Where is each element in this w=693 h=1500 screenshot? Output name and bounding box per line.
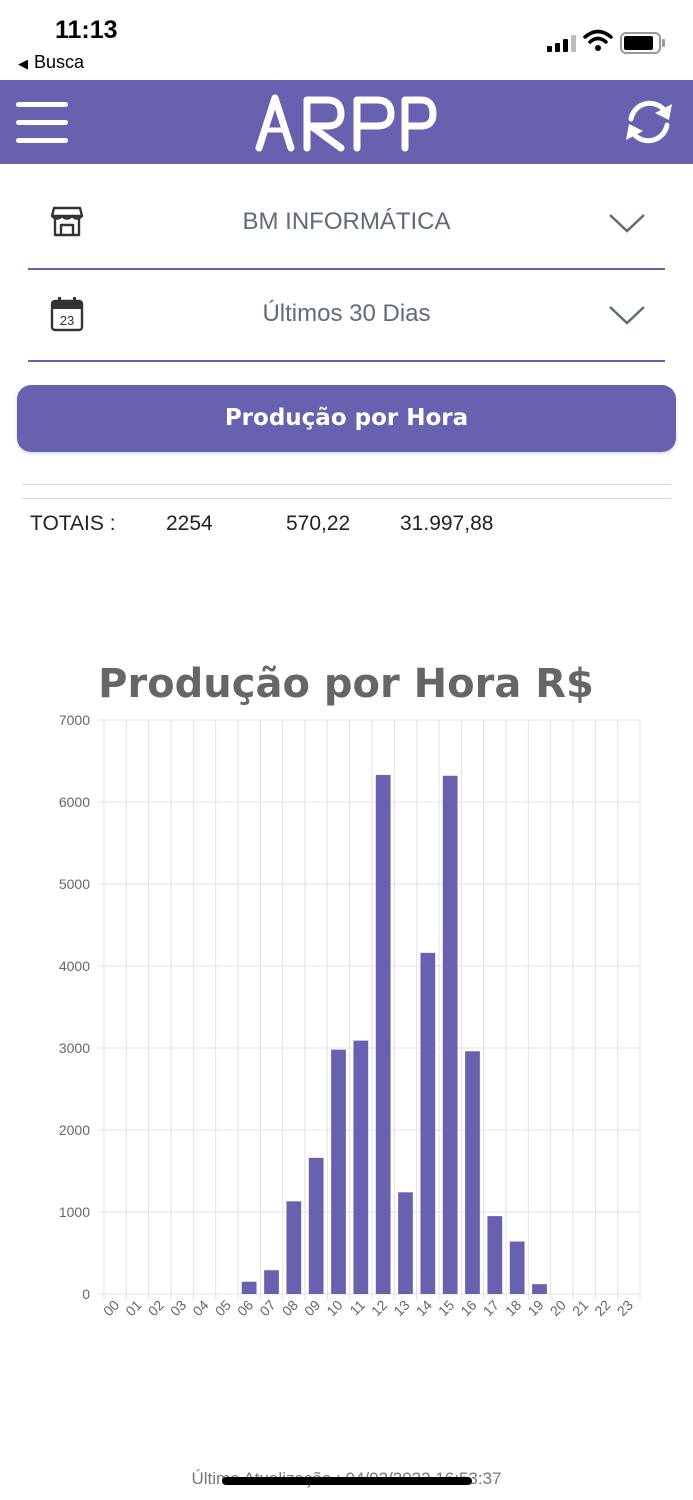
x-tick-label: 17	[480, 1297, 502, 1319]
app-header	[0, 80, 693, 164]
x-tick-label: 04	[189, 1297, 211, 1319]
back-label: Busca	[34, 52, 85, 72]
arpp-logo	[255, 94, 437, 152]
x-tick-label: 18	[502, 1297, 524, 1319]
bar	[353, 1040, 369, 1294]
y-tick-label: 5000	[59, 876, 90, 892]
totals-label: TOTAIS :	[30, 512, 116, 535]
store-select-value: BM INFORMÁTICA	[242, 208, 451, 235]
x-tick-label: 08	[279, 1297, 301, 1319]
y-tick-label: 2000	[59, 1122, 90, 1138]
x-tick-label: 16	[457, 1297, 479, 1319]
x-tick-label: 13	[390, 1297, 412, 1319]
bar	[375, 774, 391, 1294]
status-bar: 11:13 ◀ Busca	[0, 0, 693, 80]
x-tick-label: 10	[323, 1297, 345, 1319]
x-tick-label: 02	[145, 1297, 167, 1319]
x-tick-label: 07	[256, 1297, 278, 1319]
store-select[interactable]: BM INFORMÁTICA	[28, 176, 665, 270]
x-tick-label: 23	[614, 1297, 636, 1319]
x-tick-label: 19	[524, 1297, 546, 1319]
y-tick-label: 4000	[59, 958, 90, 974]
x-tick-label: 21	[569, 1297, 591, 1319]
refresh-icon[interactable]	[620, 96, 678, 148]
calendar-icon: 23	[50, 297, 84, 332]
home-indicator	[222, 1477, 472, 1485]
period-select[interactable]: 23 Últimos 30 Dias	[28, 268, 665, 362]
production-by-hour-button[interactable]: Produção por Hora	[17, 385, 676, 452]
back-link[interactable]: ◀ Busca	[18, 52, 84, 73]
calendar-icon-day: 23	[60, 313, 74, 328]
bar	[442, 775, 458, 1294]
bar	[532, 1284, 547, 1294]
x-tick-label: 01	[122, 1297, 144, 1319]
bar	[286, 1201, 302, 1294]
x-tick-label: 22	[591, 1297, 613, 1319]
totals-value: 570,22	[286, 512, 351, 535]
divider	[22, 484, 671, 485]
y-tick-label: 7000	[59, 712, 90, 728]
x-tick-label: 05	[212, 1297, 234, 1319]
store-icon	[50, 206, 84, 237]
divider	[22, 498, 671, 499]
bar-chart: Produção por Hora R$01000200030004000500…	[59, 661, 641, 1319]
bar	[308, 1157, 324, 1294]
signal-icon	[547, 34, 576, 52]
x-tick-label: 03	[167, 1297, 189, 1319]
bar	[331, 1049, 346, 1294]
x-tick-label: 12	[368, 1297, 390, 1319]
menu-icon[interactable]	[16, 102, 68, 144]
totals-quantity: 2254	[166, 512, 213, 535]
bar	[398, 1192, 413, 1294]
y-tick-label: 6000	[59, 794, 90, 810]
y-tick-label: 0	[82, 1286, 90, 1302]
bar	[241, 1281, 257, 1294]
battery-icon	[620, 32, 665, 54]
x-tick-label: 15	[435, 1297, 457, 1319]
y-tick-label: 1000	[59, 1204, 90, 1220]
y-tick-label: 3000	[59, 1040, 90, 1056]
production-chart: Produção por Hora R$ 0 1000 2000 3000 4000 500…	[0, 640, 693, 1340]
period-select-value: Últimos 30 Dias	[262, 300, 431, 327]
x-tick-label: 14	[413, 1297, 435, 1319]
x-tick-label: 20	[547, 1297, 569, 1319]
bar	[487, 1216, 503, 1294]
bar	[465, 1051, 480, 1294]
chevron-down-icon	[609, 214, 645, 233]
back-arrow-icon: ◀	[18, 56, 28, 71]
bar	[264, 1270, 279, 1294]
status-time: 11:13	[55, 16, 118, 44]
chart-title: Produção por Hora R$	[98, 661, 594, 707]
bar	[420, 952, 436, 1294]
wifi-icon	[583, 29, 613, 51]
x-tick-label: 00	[100, 1297, 122, 1319]
totals-amount: 31.997,88	[400, 512, 494, 535]
x-tick-label: 06	[234, 1297, 256, 1319]
bar	[509, 1241, 525, 1294]
chevron-down-icon	[609, 306, 645, 325]
x-tick-label: 09	[301, 1297, 323, 1319]
